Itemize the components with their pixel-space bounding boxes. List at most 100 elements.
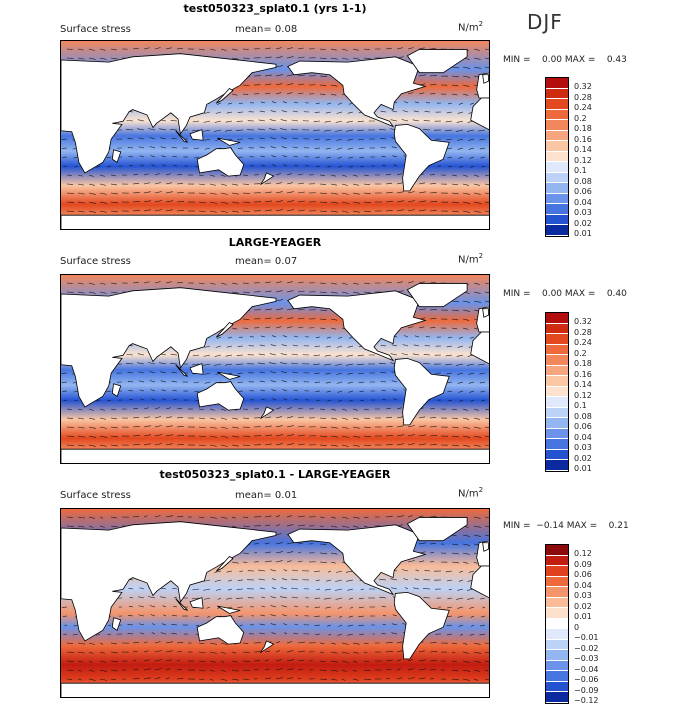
- colorbar-label: 0.04: [574, 581, 599, 592]
- stress-vector: [485, 697, 490, 698]
- colorbar-label: 0.06: [574, 422, 592, 433]
- colorbar-label: 0.12: [574, 549, 599, 560]
- colorbar-label: −0.03: [574, 654, 599, 665]
- panel-2-unit: N/m2: [458, 252, 483, 265]
- panel-3-title: test050323_splat0.1 - LARGE-YEAGER: [60, 468, 490, 481]
- colorbar-label: 0.04: [574, 198, 592, 209]
- stress-vector: [199, 697, 203, 698]
- stress-vector: [474, 697, 479, 698]
- colorbar-swatch: [546, 355, 568, 366]
- panel-3-minmax: MIN = −0.14 MAX = 0.21: [503, 521, 629, 531]
- colorbar-swatch: [546, 324, 568, 335]
- colorbar-label: 0.03: [574, 208, 592, 219]
- panel-1-map: [60, 40, 490, 230]
- stress-vector: [232, 229, 237, 230]
- colorbar-label: 0.06: [574, 187, 592, 198]
- stress-vector: [199, 463, 204, 464]
- colorbar-label: −0.06: [574, 675, 599, 686]
- colorbar-label: 0.14: [574, 145, 592, 156]
- stress-vector: [100, 229, 105, 230]
- colorbar-label: 0.18: [574, 359, 592, 370]
- land-mass: [61, 683, 490, 698]
- stress-vector: [221, 229, 226, 230]
- colorbar-swatch: [546, 408, 568, 419]
- colorbar-label: 0.02: [574, 454, 592, 465]
- colorbar-label: 0.28: [574, 328, 592, 339]
- colorbar-label: 0.03: [574, 591, 599, 602]
- colorbar-label: 0.24: [574, 103, 592, 114]
- colorbar-swatch: [546, 99, 568, 110]
- colorbar-swatch: [546, 429, 568, 440]
- stress-vector: [210, 463, 215, 464]
- panel-1-title: test050323_splat0.1 (yrs 1-1): [60, 2, 490, 15]
- colorbar-swatch: [546, 619, 568, 630]
- colorbar-swatch: [546, 598, 568, 609]
- colorbar-swatch: [546, 587, 568, 598]
- panel-3-mean: mean= 0.01: [235, 490, 297, 501]
- colorbar-swatch: [546, 577, 568, 588]
- colorbar-label: 0.2: [574, 349, 592, 360]
- stress-vector: [364, 697, 370, 698]
- stress-vector: [89, 463, 94, 464]
- panel-1-mean: mean= 0.08: [235, 24, 297, 35]
- colorbar-swatch: [546, 366, 568, 377]
- colorbar-swatch: [546, 661, 568, 672]
- colorbar-swatch: [546, 671, 568, 682]
- colorbar-swatch: [546, 173, 568, 184]
- stress-vector: [364, 229, 369, 230]
- panel-3: test050323_splat0.1 - LARGE-YEAGER Surfa…: [0, 468, 700, 703]
- colorbar-label: 0.08: [574, 177, 592, 188]
- colorbar-label: 0.01: [574, 612, 599, 623]
- panel-3-map: [60, 508, 490, 698]
- stress-vector: [232, 697, 237, 698]
- stress-vector: [342, 229, 347, 230]
- stress-vector: [232, 463, 237, 464]
- colorbar-label: 0.02: [574, 219, 592, 230]
- stress-vector: [320, 697, 326, 698]
- colorbar-label: 0.18: [574, 124, 592, 135]
- colorbar-swatch: [546, 397, 568, 408]
- colorbar-swatch: [546, 162, 568, 173]
- panel-2-minmax: MIN = 0.00 MAX = 0.40: [503, 289, 627, 299]
- colorbar-label: 0.16: [574, 135, 592, 146]
- stress-vector: [78, 463, 83, 464]
- stress-vector: [221, 697, 228, 698]
- panel-2-map: [60, 274, 490, 464]
- colorbar-label: 0.04: [574, 433, 592, 444]
- colorbar-label: 0.16: [574, 370, 592, 381]
- colorbar-label: −0.04: [574, 665, 599, 676]
- panel-1-minmax: MIN = 0.00 MAX = 0.43: [503, 55, 627, 65]
- stress-vector: [463, 229, 468, 230]
- stress-vector: [452, 697, 458, 698]
- stress-vector: [221, 463, 226, 464]
- stress-vector: [353, 229, 358, 230]
- stress-vector: [463, 463, 468, 464]
- colorbar-label: 0.03: [574, 443, 592, 454]
- colorbar-label: 0.1: [574, 401, 592, 412]
- stress-vector: [474, 463, 479, 464]
- colorbar-label: 0.06: [574, 570, 599, 581]
- colorbar-swatch: [546, 439, 568, 450]
- stress-vector: [331, 463, 336, 464]
- stress-vector: [353, 697, 360, 698]
- stress-vector: [89, 697, 96, 698]
- stress-vector: [364, 463, 369, 464]
- panel-2-colorbar: [545, 312, 569, 472]
- panel-1-unit: N/m2: [458, 20, 483, 33]
- colorbar-swatch: [546, 418, 568, 429]
- stress-vector: [111, 229, 116, 230]
- panel-1-colorbar: [545, 77, 569, 237]
- stress-vector: [111, 463, 116, 464]
- colorbar-swatch: [546, 131, 568, 142]
- colorbar-label: 0.14: [574, 380, 592, 391]
- stress-vector: [199, 229, 204, 230]
- colorbar-swatch: [546, 152, 568, 163]
- stress-vector: [342, 697, 348, 698]
- stress-vector: [342, 463, 347, 464]
- map-svg: [61, 41, 490, 230]
- stress-vector: [452, 229, 457, 230]
- colorbar-swatch: [546, 682, 568, 693]
- land-mass: [61, 215, 490, 230]
- colorbar-swatch: [546, 376, 568, 387]
